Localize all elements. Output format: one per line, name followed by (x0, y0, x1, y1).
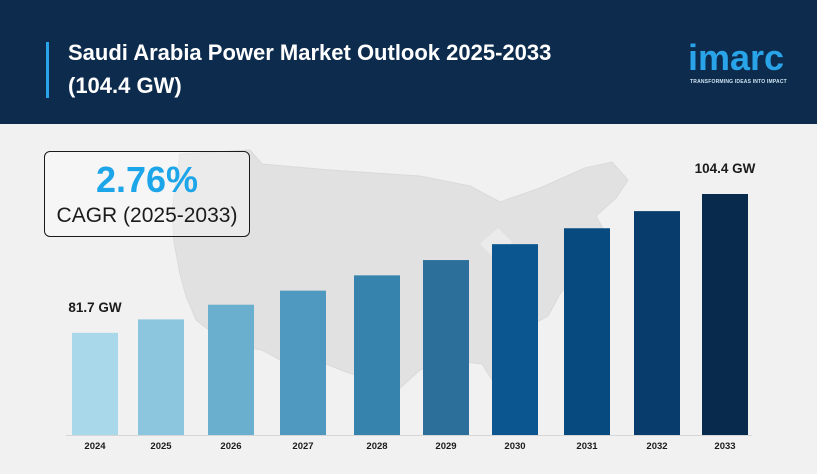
x-tick-label-2030: 2030 (504, 441, 525, 452)
bar-2031 (564, 228, 610, 435)
x-tick-label-2026: 2026 (220, 441, 241, 452)
bar-2032 (634, 211, 680, 435)
page-title-line2: (104.4 GW) (68, 73, 182, 98)
data-label-2033: 104.4 GW (695, 161, 756, 176)
logo-tagline: TRANSFORMING IDEAS INTO IMPACT (690, 79, 787, 85)
x-tick-label-2029: 2029 (435, 441, 456, 452)
cagr-value: 2.76% (95, 159, 199, 200)
bar-chart: 2024 2025 2026 2027 2028 2029 2030 2031 2032 2033… (66, 161, 756, 452)
x-tick-label-2027: 2027 (292, 441, 313, 452)
bar-2024 (72, 332, 118, 435)
bar-2027 (280, 290, 326, 435)
imarc-logo: imarc TRANSFORMING IDEAS INTO IMPACT (686, 38, 796, 90)
x-tick-label-2032: 2032 (646, 441, 667, 452)
cagr-label: CAGR (2025-2033) (56, 204, 238, 227)
page-title-line1: Saudi Arabia Power Market Outlook 2025-2… (68, 40, 552, 65)
x-tick-label-2025: 2025 (150, 441, 172, 452)
bar-2026 (208, 304, 254, 435)
bar-2033 (702, 194, 748, 435)
title-accent-bar (46, 42, 49, 98)
page-title: Saudi Arabia Power Market Outlook 2025-2… (68, 36, 648, 102)
bar-2025 (138, 319, 184, 435)
x-tick-label-2024: 2024 (84, 441, 106, 452)
logo-wordmark: imarc (688, 37, 785, 78)
cagr-callout: 2.76% CAGR (2025-2033) (44, 151, 250, 237)
data-label-2024: 81.7 GW (68, 300, 122, 315)
header-banner: Saudi Arabia Power Market Outlook 2025-2… (0, 0, 817, 124)
x-tick-label-2031: 2031 (576, 441, 598, 452)
x-tick-label-2028: 2028 (366, 441, 387, 452)
bar-2029 (423, 260, 469, 435)
bar-2028 (354, 275, 400, 435)
x-tick-label-2033: 2033 (714, 441, 735, 452)
bar-2030 (492, 244, 538, 435)
